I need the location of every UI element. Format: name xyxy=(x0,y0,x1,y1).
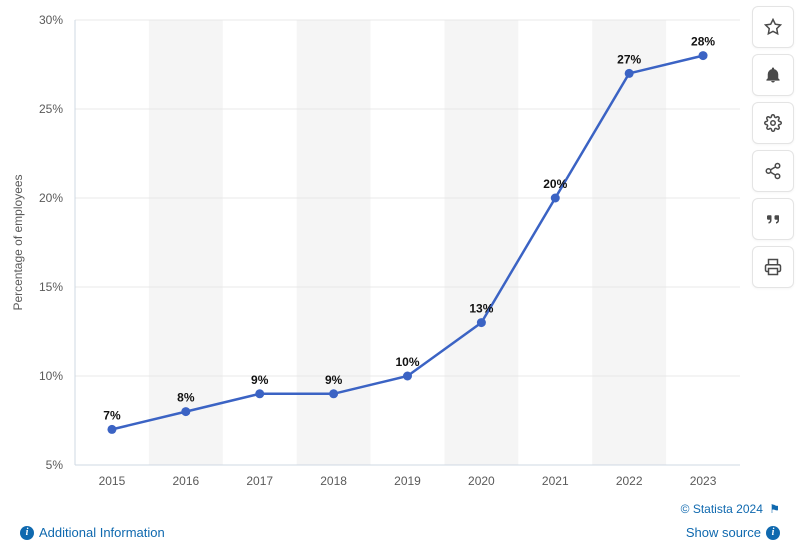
svg-text:30%: 30% xyxy=(39,13,63,27)
share-icon xyxy=(764,162,782,180)
show-source-label: Show source xyxy=(686,525,761,540)
info-icon: i xyxy=(20,526,34,540)
svg-text:15%: 15% xyxy=(39,280,63,294)
svg-text:9%: 9% xyxy=(251,373,269,387)
quote-icon xyxy=(764,210,782,228)
additional-info-link[interactable]: i Additional Information xyxy=(20,525,165,540)
svg-text:8%: 8% xyxy=(177,391,195,405)
svg-text:10%: 10% xyxy=(39,369,63,383)
svg-text:27%: 27% xyxy=(617,52,641,66)
bell-icon xyxy=(764,66,782,84)
print-icon xyxy=(764,258,782,276)
cite-button[interactable] xyxy=(752,198,794,240)
svg-text:2023: 2023 xyxy=(690,474,717,488)
share-button[interactable] xyxy=(752,150,794,192)
svg-text:9%: 9% xyxy=(325,373,343,387)
chart-container: 5% 10% 15% 20% 25% 30% 2015 2016 2017 2018 2019 202… xyxy=(0,0,800,500)
additional-info-label: Additional Information xyxy=(39,525,165,540)
copyright-text: © Statista 2024 ⚑ xyxy=(681,502,780,516)
alert-button[interactable] xyxy=(752,54,794,96)
svg-text:Percentage of employees: Percentage of employees xyxy=(11,174,25,310)
svg-text:5%: 5% xyxy=(46,458,64,472)
svg-text:2019: 2019 xyxy=(394,474,421,488)
svg-text:2021: 2021 xyxy=(542,474,569,488)
svg-text:13%: 13% xyxy=(469,302,493,316)
favorite-button[interactable] xyxy=(752,6,794,48)
copyright-label: © Statista 2024 xyxy=(681,502,763,516)
svg-text:20%: 20% xyxy=(543,177,567,191)
svg-text:2018: 2018 xyxy=(320,474,347,488)
star-icon xyxy=(764,18,782,36)
line-chart: 5% 10% 15% 20% 25% 30% 2015 2016 2017 2018 2019 202… xyxy=(0,0,800,500)
svg-text:28%: 28% xyxy=(691,35,715,49)
svg-text:2022: 2022 xyxy=(616,474,643,488)
show-source-link[interactable]: Show source i xyxy=(686,525,780,540)
svg-text:2016: 2016 xyxy=(172,474,199,488)
settings-button[interactable] xyxy=(752,102,794,144)
svg-text:20%: 20% xyxy=(39,191,63,205)
svg-text:2015: 2015 xyxy=(99,474,126,488)
print-button[interactable] xyxy=(752,246,794,288)
chart-toolbar xyxy=(752,6,794,288)
svg-text:2020: 2020 xyxy=(468,474,495,488)
svg-text:25%: 25% xyxy=(39,102,63,116)
svg-text:10%: 10% xyxy=(395,355,419,369)
svg-text:2017: 2017 xyxy=(246,474,273,488)
gear-icon xyxy=(764,114,782,132)
flag-icon: ⚑ xyxy=(769,502,780,516)
info-icon: i xyxy=(766,526,780,540)
svg-text:7%: 7% xyxy=(103,408,121,422)
chart-footer: © Statista 2024 ⚑ i Additional Informati… xyxy=(0,500,800,548)
